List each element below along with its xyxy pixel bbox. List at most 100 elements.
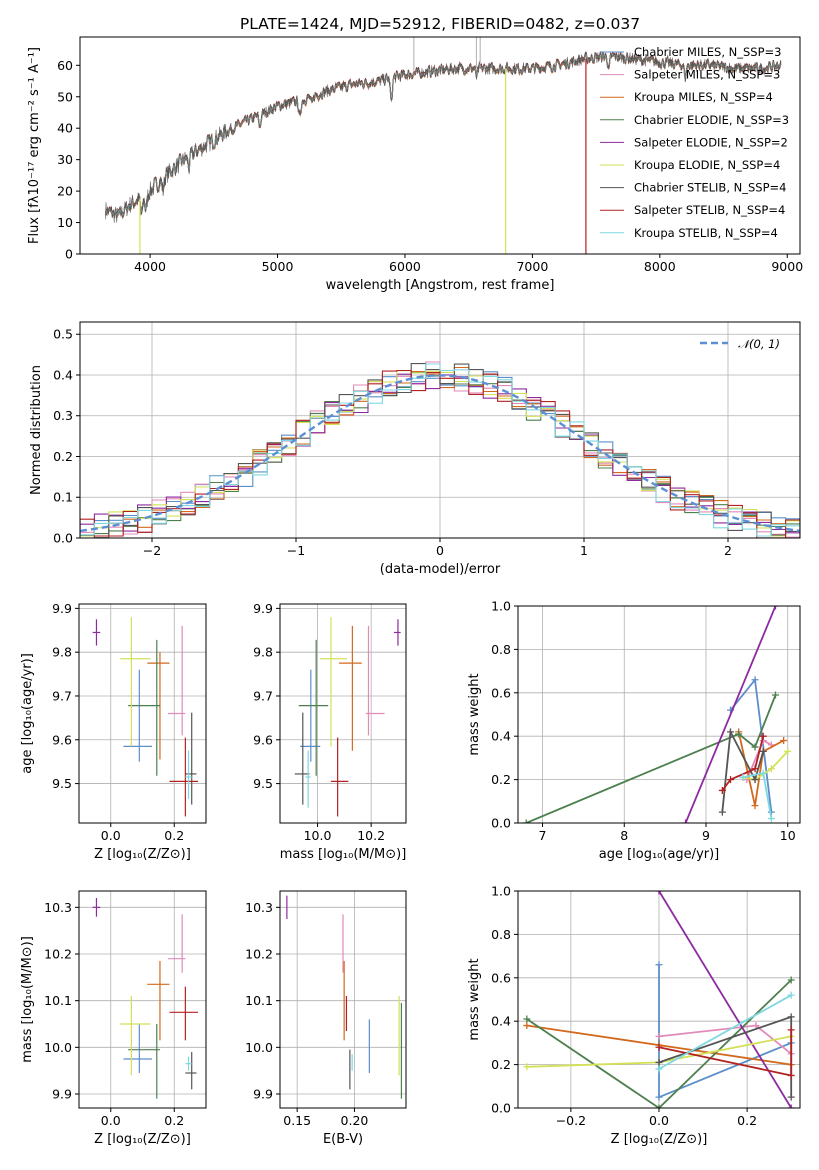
panel-spectrum: 4000 5000 6000 7000 8000 9000 0 10 20 30 40 50 60 wav… [27,36,803,293]
weight-line-chabrier-elodie [525,694,777,823]
y-tick-label: 0.6 [491,685,511,700]
x-tick-label: 8 [620,828,628,843]
panel-mass_vs_ebv: 0.15 0.20 9.9 10.0 10.1 10.2 10.3 E(B-V) [245,890,407,1147]
y-tick-label: 0.0 [491,1101,511,1116]
figure-title: PLATE=1424, MJD=52912, FIBERID=0482, z=0… [240,15,640,33]
y-tick-label: 0.3 [53,408,73,423]
weight-marker-chabrier-stelib [718,808,726,816]
point-kroupa-elodie [120,996,151,1076]
y-tick-label: 0.4 [491,729,511,744]
y-tick-label: 9.8 [253,645,273,660]
y-tick-label: 0.1 [53,490,73,505]
y-tick-label: 9.7 [253,688,273,703]
weight-marker-kroupa-miles [523,1022,531,1030]
x-tick-label: 8000 [644,259,676,274]
x-tick-label: 1 [580,543,588,558]
plot-area [92,617,199,817]
x-tick-label: 6000 [389,259,421,274]
point-salpeter-miles [167,914,186,973]
y-tick-label: 9.6 [52,732,72,747]
point-chabrier-miles [123,1024,153,1073]
x-tick-label: 5000 [262,259,294,274]
point-chabrier-stelib [294,712,310,805]
y-tick-label: 9.9 [52,601,72,616]
weight-marker-salpeter-elodie [787,1104,795,1108]
weight-marker-salpeter-elodie [682,819,690,823]
y-axis-label: mass weight [467,673,482,755]
weight-marker-chabrier-elodie [751,743,759,751]
y-tick-label: 0.0 [491,816,511,831]
weight-marker-chabrier-elodie [787,976,795,984]
x-tick-label: 0.2 [164,1113,184,1128]
weight-marker-kroupa-elodie [784,747,792,755]
point-salpeter-stelib [169,986,199,1041]
weight-marker-kroupa-elodie [523,1063,531,1071]
weight-marker-salpeter-stelib [759,732,767,740]
point-salpeter-elodie [92,898,101,917]
weight-marker-kroupa-elodie [767,765,775,773]
point-kroupa-stelib [185,750,192,799]
weight-line-kroupa-miles [737,731,785,806]
legend-label-salpeter-miles: Salpeter MILES, N_SSP=3 [634,68,780,82]
x-tick-label: 0.2 [737,1113,757,1128]
y-tick-label: 10.1 [245,993,273,1008]
y-tick-label: 0.6 [491,970,511,985]
weight-marker-salpeter-stelib [727,776,735,784]
histogram-kroupa-miles [80,366,800,537]
y-tick-label: 0.2 [491,1057,511,1072]
y-tick-label: 9.9 [253,1087,273,1102]
x-tick-label: 0.0 [101,828,121,843]
y-axis-label: Flux [fλ10⁻¹⁷ erg cm⁻² s⁻¹ A⁻¹] [27,47,42,244]
y-tick-label: 20 [57,184,73,199]
y-tick-label: 9.5 [52,776,72,791]
weight-marker-chabrier-elodie [522,819,530,823]
y-tick-label: 0.8 [491,927,511,942]
point-kroupa-stelib [185,1056,192,1071]
y-tick-label: 1.0 [491,884,511,899]
panel-age_vs_Z: 0.0 0.2 9.5 9.6 9.7 9.8 9.9 Z [log₁₀(Z/Z⊙)] age … [20,601,207,862]
weight-line-chabrier-stelib [721,728,765,813]
point-salpeter-elodie [92,619,101,646]
weight-marker-salpeter-stelib [718,786,726,794]
x-tick-label: 7000 [516,259,548,274]
y-tick-label: 10.2 [245,947,273,962]
legend-label-kroupa-elodie: Kroupa ELODIE, N_SSP=4 [634,158,780,172]
y-tick-label: 10 [57,215,73,230]
weight-marker-salpeter-elodie [655,891,663,895]
weight-marker-salpeter-stelib [787,1071,795,1079]
point-salpeter-elodie [393,619,401,646]
weight-marker-kroupa-stelib [787,991,795,999]
legend-label-chabrier-elodie: Chabrier ELODIE, N_SSP=3 [634,113,789,127]
x-axis-label: (data-model)/error [380,562,501,577]
legend-label-salpeter-elodie: Salpeter ELODIE, N_SSP=2 [634,135,788,149]
plot-area [523,891,795,1108]
x-tick-label: 2 [724,543,732,558]
observed-spectrum [105,51,782,223]
plot-area [294,617,401,817]
point-chabrier-stelib [185,712,197,805]
axes-frame [517,890,801,1109]
y-tick-label: 9.8 [52,645,72,660]
y-tick-label: 10.3 [44,900,72,915]
y-tick-label: 0.5 [53,327,73,342]
x-tick-label: 0.20 [341,1113,369,1128]
weight-marker-salpeter-elodie [771,606,779,610]
y-tick-label: 9.9 [253,601,273,616]
axes-frame [79,321,801,539]
axes-frame [78,603,207,824]
y-tick-label: 0.4 [53,367,73,382]
y-tick-label: 10.1 [44,993,72,1008]
x-axis-label: Z [log₁₀(Z/Z⊙)] [94,847,191,862]
x-tick-label: 10.2 [357,828,385,843]
weight-marker-chabrier-miles [655,961,663,969]
weight-marker-kroupa-miles [780,737,788,745]
weight-marker-salpeter-stelib [751,765,759,773]
weight-line-chabrier-elodie [526,979,792,1108]
panel-age_vs_mass: 10.0 10.2 9.5 9.6 9.7 9.8 9.9 mass [log₁₀(M/M⊙)… [253,601,407,862]
panel-mass_vs_Z: 0.0 0.2 9.9 10.0 10.1 10.2 10.3 Z [log₁₀(Z/Z⊙)]… [20,890,207,1147]
weight-marker-chabrier-elodie [655,1104,663,1108]
x-axis-label: wavelength [Angstrom, rest frame] [326,278,555,293]
y-tick-label: 0 [65,247,73,262]
plot-area [286,895,403,1099]
